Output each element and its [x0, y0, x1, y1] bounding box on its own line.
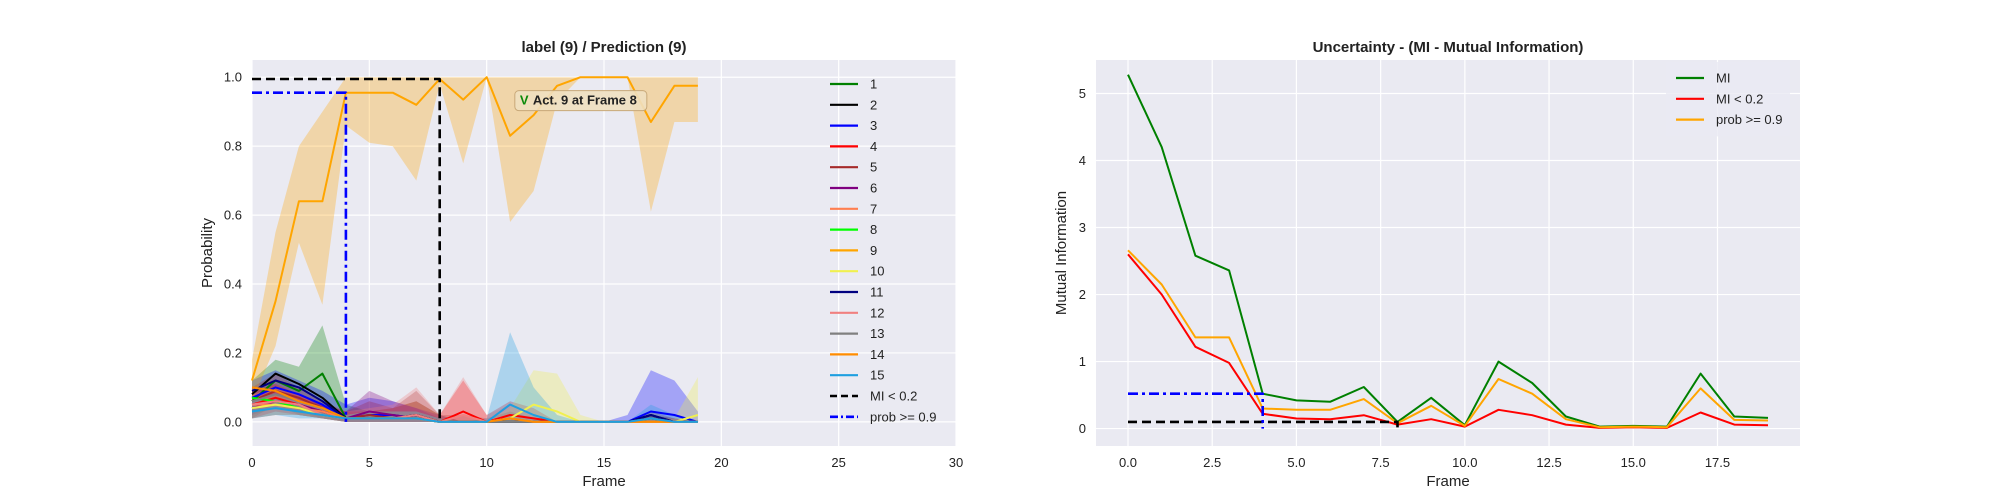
legend-label-9: 9 [870, 243, 877, 258]
y-tick-label: 1.0 [224, 70, 242, 85]
annotation-text: Act. 9 at Frame 8 [533, 93, 637, 108]
y-tick-label: 4 [1079, 153, 1086, 168]
band-series-4 [252, 380, 698, 422]
y-tick-label: 2 [1079, 287, 1086, 302]
legend-label-mi-0-2: MI < 0.2 [1716, 91, 1763, 106]
legend-label-prob-0-9: prob >= 0.9 [1716, 112, 1783, 127]
legend-label-10: 10 [870, 264, 884, 279]
x-tick-label: 10 [479, 455, 493, 470]
legend-label-1: 1 [870, 77, 877, 92]
legend-label-15: 15 [870, 368, 884, 383]
x-axis-label: Frame [582, 473, 625, 490]
band-series-15 [252, 332, 698, 422]
x-tick-label: 2.5 [1203, 455, 1221, 470]
x-tick-label: 15 [597, 455, 611, 470]
series-line-15 [251, 403, 698, 423]
series-line-prob-0-9-dashdot [1128, 392, 1264, 429]
y-tick-label: 0.6 [224, 208, 242, 223]
x-tick-label: 20 [714, 455, 728, 470]
series-lines [1127, 74, 1769, 429]
y-tick-label: 1 [1079, 354, 1086, 369]
legend-label-14: 14 [870, 347, 884, 362]
legend-label-mi-0-2: MI < 0.2 [870, 389, 917, 404]
x-tick-label: 25 [831, 455, 845, 470]
legend-label-mi: MI [1716, 71, 1730, 86]
grid [1096, 60, 1800, 446]
band-series-5 [252, 373, 698, 422]
legend-label-3: 3 [870, 118, 877, 133]
annotation: V Act. 9 at Frame 8 [514, 90, 648, 112]
series-lines [251, 76, 699, 423]
y-axis-label: Probability [199, 217, 216, 288]
legend-label-7: 7 [870, 201, 877, 216]
uncertainty-chart: 0.0 2.5 5.0 7.5 10.0 12.5 15.0 17.5 0 1 2 3 4 5 Uncer… [1053, 39, 1800, 490]
y-tick-label: 0.2 [224, 345, 242, 360]
legend-label-11: 11 [870, 285, 884, 300]
x-tick-label: 15.0 [1621, 455, 1646, 470]
legend-label-12: 12 [870, 305, 884, 320]
legend-label-prob-0-9: prob >= 0.9 [870, 409, 937, 424]
legend-label-4: 4 [870, 139, 877, 154]
legend-label-5: 5 [870, 160, 877, 175]
tick-labels: 0 5 10 15 20 25 300.00.20.40.60.81.0 [224, 70, 963, 470]
annotation-box [514, 90, 648, 112]
x-tick-label: 17.5 [1705, 455, 1730, 470]
series-line-prob-0-9-dashdot [252, 91, 348, 422]
series-line-mi-0-2-dashed [252, 77, 442, 422]
x-tick-label: 30 [949, 455, 963, 470]
y-tick-label: 0.8 [224, 139, 242, 154]
y-tick-label: 5 [1079, 86, 1086, 101]
y-tick-label: 0.0 [224, 414, 242, 429]
chart-title: label (9) / Prediction (9) [521, 39, 686, 56]
legend-label-6: 6 [870, 181, 877, 196]
x-axis-label: Frame [1426, 473, 1469, 490]
legend-label-8: 8 [870, 222, 877, 237]
x-tick-label: 5 [366, 455, 373, 470]
x-tick-label: 10.0 [1452, 455, 1477, 470]
y-tick-label: 0 [1079, 421, 1086, 436]
x-tick-label: 0.0 [1119, 455, 1137, 470]
prediction-chart: 0 5 10 15 20 25 300.00.20.40.60.81.0 label (9)… [199, 39, 963, 490]
y-tick-label: 3 [1079, 220, 1086, 235]
y-tick-label: 0.4 [224, 277, 242, 292]
band-series-3 [252, 370, 698, 422]
series-line-prob-0-9 [1127, 249, 1769, 429]
annotation-badge: V [520, 93, 529, 108]
band-series-12 [252, 377, 698, 422]
y-axis-label: Mutual Information [1053, 191, 1070, 315]
chart-title: Uncertainty - (MI - Mutual Information) [1313, 39, 1584, 56]
x-tick-label: 5.0 [1287, 455, 1305, 470]
tick-labels: 0.0 2.5 5.0 7.5 10.0 12.5 15.0 17.5 0 1 2 3 4 5 [1079, 86, 1730, 470]
legend-label-13: 13 [870, 326, 884, 341]
legend-label-2: 2 [870, 97, 877, 112]
legend: MI MI < 0.2 prob >= 0.9 [1666, 62, 1790, 137]
x-tick-label: 0 [248, 455, 255, 470]
x-tick-label: 7.5 [1372, 455, 1390, 470]
series-line-mi-0-2-dashed [1128, 420, 1399, 429]
grid [251, 60, 957, 446]
band-series-1 [252, 325, 698, 422]
series-line-9 [251, 76, 698, 381]
x-tick-label: 12.5 [1536, 455, 1561, 470]
band-series-9 [252, 77, 698, 402]
